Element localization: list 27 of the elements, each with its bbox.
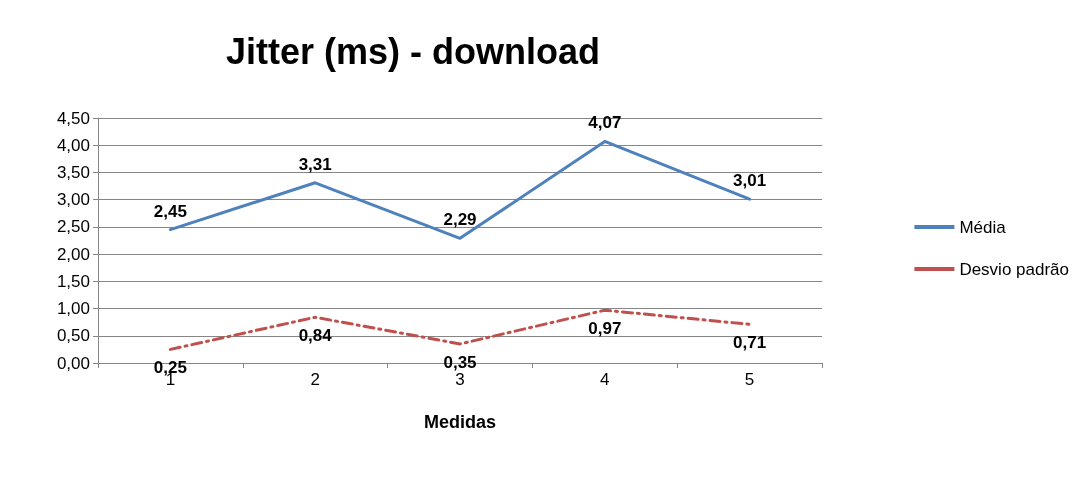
x-tick-label: 2 [310, 370, 320, 389]
data-label: 0,35 [443, 352, 477, 372]
y-tick-label: 2,50 [56, 217, 90, 237]
data-label: 2,45 [153, 201, 187, 221]
y-tick-label: 0,50 [56, 326, 90, 346]
chart-title: Jitter (ms) - download [225, 30, 601, 72]
y-tick-label: 3,00 [56, 190, 90, 210]
legend-label: Média [959, 217, 1007, 237]
data-label: 0,97 [588, 319, 622, 339]
y-tick-label: 1,50 [56, 271, 90, 291]
data-label: 0,71 [733, 333, 767, 353]
data-label: 3,31 [298, 154, 332, 174]
data-label: 2,29 [443, 210, 477, 230]
data-label: 0,84 [298, 326, 333, 346]
x-tick-label: 4 [600, 370, 610, 389]
data-label: 4,07 [588, 113, 622, 133]
y-tick-label: 2,00 [56, 244, 90, 264]
y-tick-label: 4,00 [56, 135, 90, 155]
y-tick-label: 0,00 [56, 353, 90, 373]
data-label: 3,01 [733, 171, 767, 191]
legend-label: Desvio padrão [959, 259, 1069, 279]
y-tick-label: 1,00 [56, 299, 90, 319]
y-tick-label: 4,50 [56, 108, 90, 128]
x-tick-label: 3 [455, 370, 465, 389]
x-axis-title: Medidas [423, 412, 497, 432]
x-tick-label: 5 [744, 370, 755, 389]
y-tick-label: 3,50 [56, 162, 90, 182]
